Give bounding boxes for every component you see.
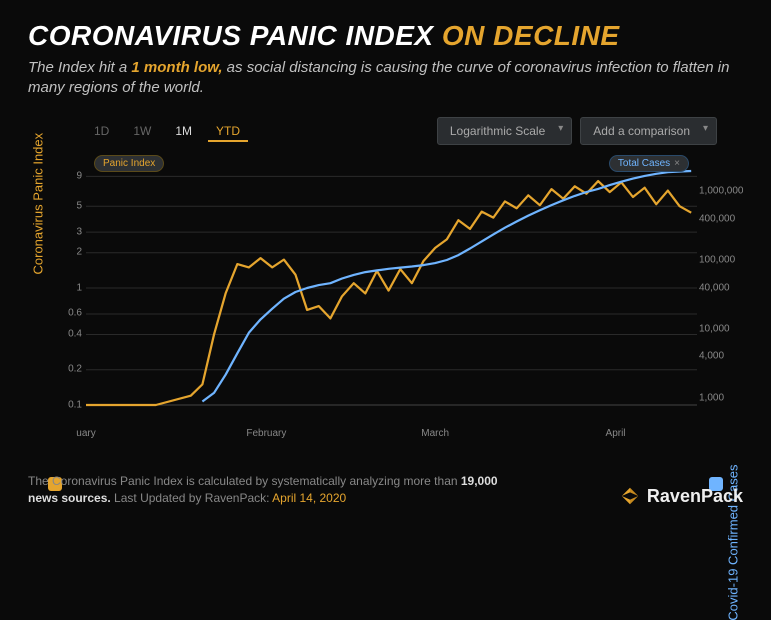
ytick-right: 10,000 — [699, 323, 753, 334]
series-pill-cases[interactable]: Total Cases× — [609, 155, 689, 172]
ytick-right: 1,000,000 — [699, 186, 753, 197]
ytick-right: 400,000 — [699, 213, 753, 224]
subtitle: The Index hit a 1 month low, as social d… — [28, 58, 743, 99]
scale-dropdown[interactable]: Logarithmic Scale — [437, 117, 572, 145]
ytick-right: 4,000 — [699, 351, 753, 362]
close-icon[interactable]: × — [674, 158, 680, 169]
ytick-left: 1 — [58, 282, 82, 293]
ytick-left: 9 — [58, 170, 82, 181]
range-ytd[interactable]: YTD — [208, 120, 248, 142]
range-1w[interactable]: 1W — [125, 120, 159, 142]
xtick: uary — [76, 428, 95, 439]
xtick: March — [421, 428, 449, 439]
range-1m[interactable]: 1M — [167, 120, 200, 142]
ytick-left: 3 — [58, 226, 82, 237]
ytick-left: 2 — [58, 247, 82, 258]
chart-container: 1D 1W 1M YTD Logarithmic Scale Add a com… — [34, 117, 737, 437]
left-axis-label: Coronavirus Panic Index — [31, 132, 46, 274]
ytick-left: 0.6 — [58, 308, 82, 319]
ytick-right: 1,000 — [699, 392, 753, 403]
ytick-left: 0.2 — [58, 364, 82, 375]
footer: The Coronavirus Panic Index is calculate… — [28, 473, 743, 507]
footer-text: The Coronavirus Panic Index is calculate… — [28, 473, 508, 507]
title-part2: ON DECLINE — [442, 20, 620, 51]
xtick: February — [246, 428, 286, 439]
plot-area: Panic Index Total Cases× 0.10.20.40.6123… — [86, 153, 697, 423]
title-part1: CORONAVIRUS PANIC INDEX — [28, 20, 434, 51]
brand-icon — [619, 485, 641, 507]
xtick: April — [606, 428, 626, 439]
compare-dropdown[interactable]: Add a comparison — [580, 117, 717, 145]
ytick-left: 0.4 — [58, 329, 82, 340]
ytick-right: 40,000 — [699, 282, 753, 293]
range-1d[interactable]: 1D — [86, 120, 117, 142]
ytick-left: 0.1 — [58, 399, 82, 410]
series-pill-panic[interactable]: Panic Index — [94, 155, 164, 172]
ytick-left: 5 — [58, 200, 82, 211]
brand-name: RavenPack — [647, 486, 743, 507]
chart-toolbar: 1D 1W 1M YTD Logarithmic Scale Add a com… — [34, 117, 737, 153]
brand-logo: RavenPack — [619, 485, 743, 507]
ytick-right: 100,000 — [699, 255, 753, 266]
page-title: CORONAVIRUS PANIC INDEX ON DECLINE — [28, 20, 743, 52]
subtitle-highlight: 1 month low, — [131, 59, 222, 76]
